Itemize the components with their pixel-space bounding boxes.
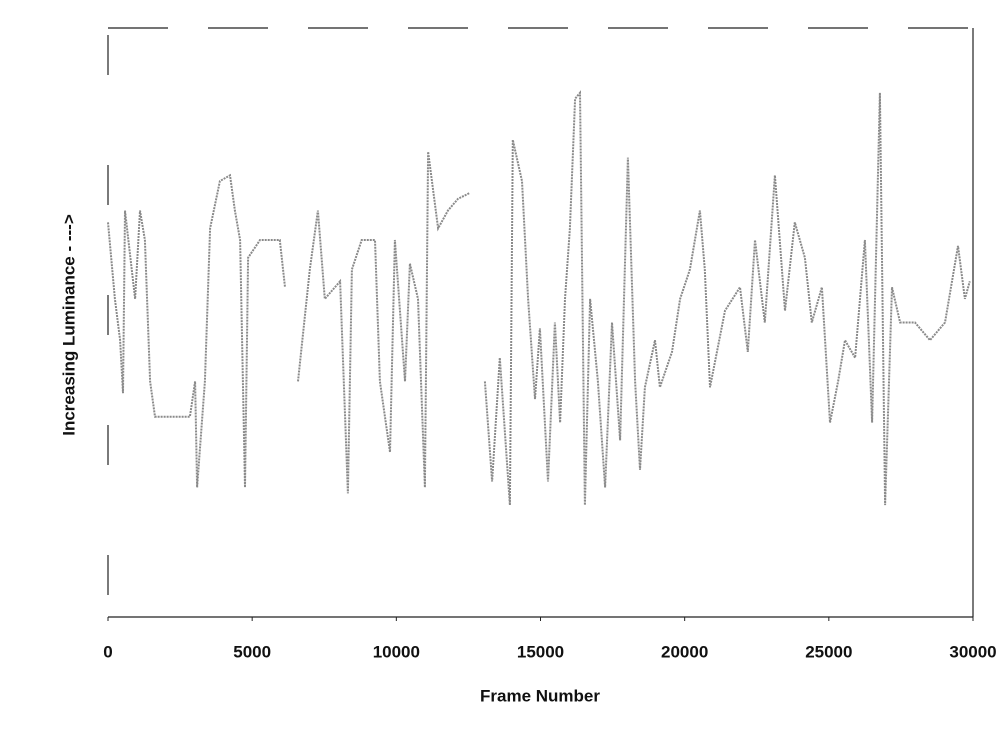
x-tick-label: 5000 <box>233 642 271 661</box>
x-tick-label: 20000 <box>661 642 708 661</box>
x-tick-label: 25000 <box>805 642 852 661</box>
x-tick-label: 30000 <box>949 642 996 661</box>
x-tick-label: 10000 <box>373 642 420 661</box>
x-axis-label: Frame Number <box>480 686 600 705</box>
x-tick-label: 0 <box>103 642 112 661</box>
y-axis-label: Increasing Luminance - ---> <box>59 214 78 436</box>
x-tick-label: 15000 <box>517 642 564 661</box>
luminance-line <box>107 90 971 506</box>
